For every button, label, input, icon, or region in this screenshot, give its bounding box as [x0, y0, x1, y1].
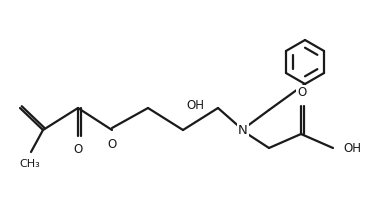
Text: OH: OH: [186, 99, 204, 112]
Text: CH₃: CH₃: [20, 159, 40, 169]
Text: N: N: [238, 123, 248, 136]
Text: OH: OH: [343, 141, 361, 155]
Text: O: O: [297, 86, 307, 99]
Text: O: O: [73, 143, 83, 156]
Text: O: O: [107, 138, 117, 151]
